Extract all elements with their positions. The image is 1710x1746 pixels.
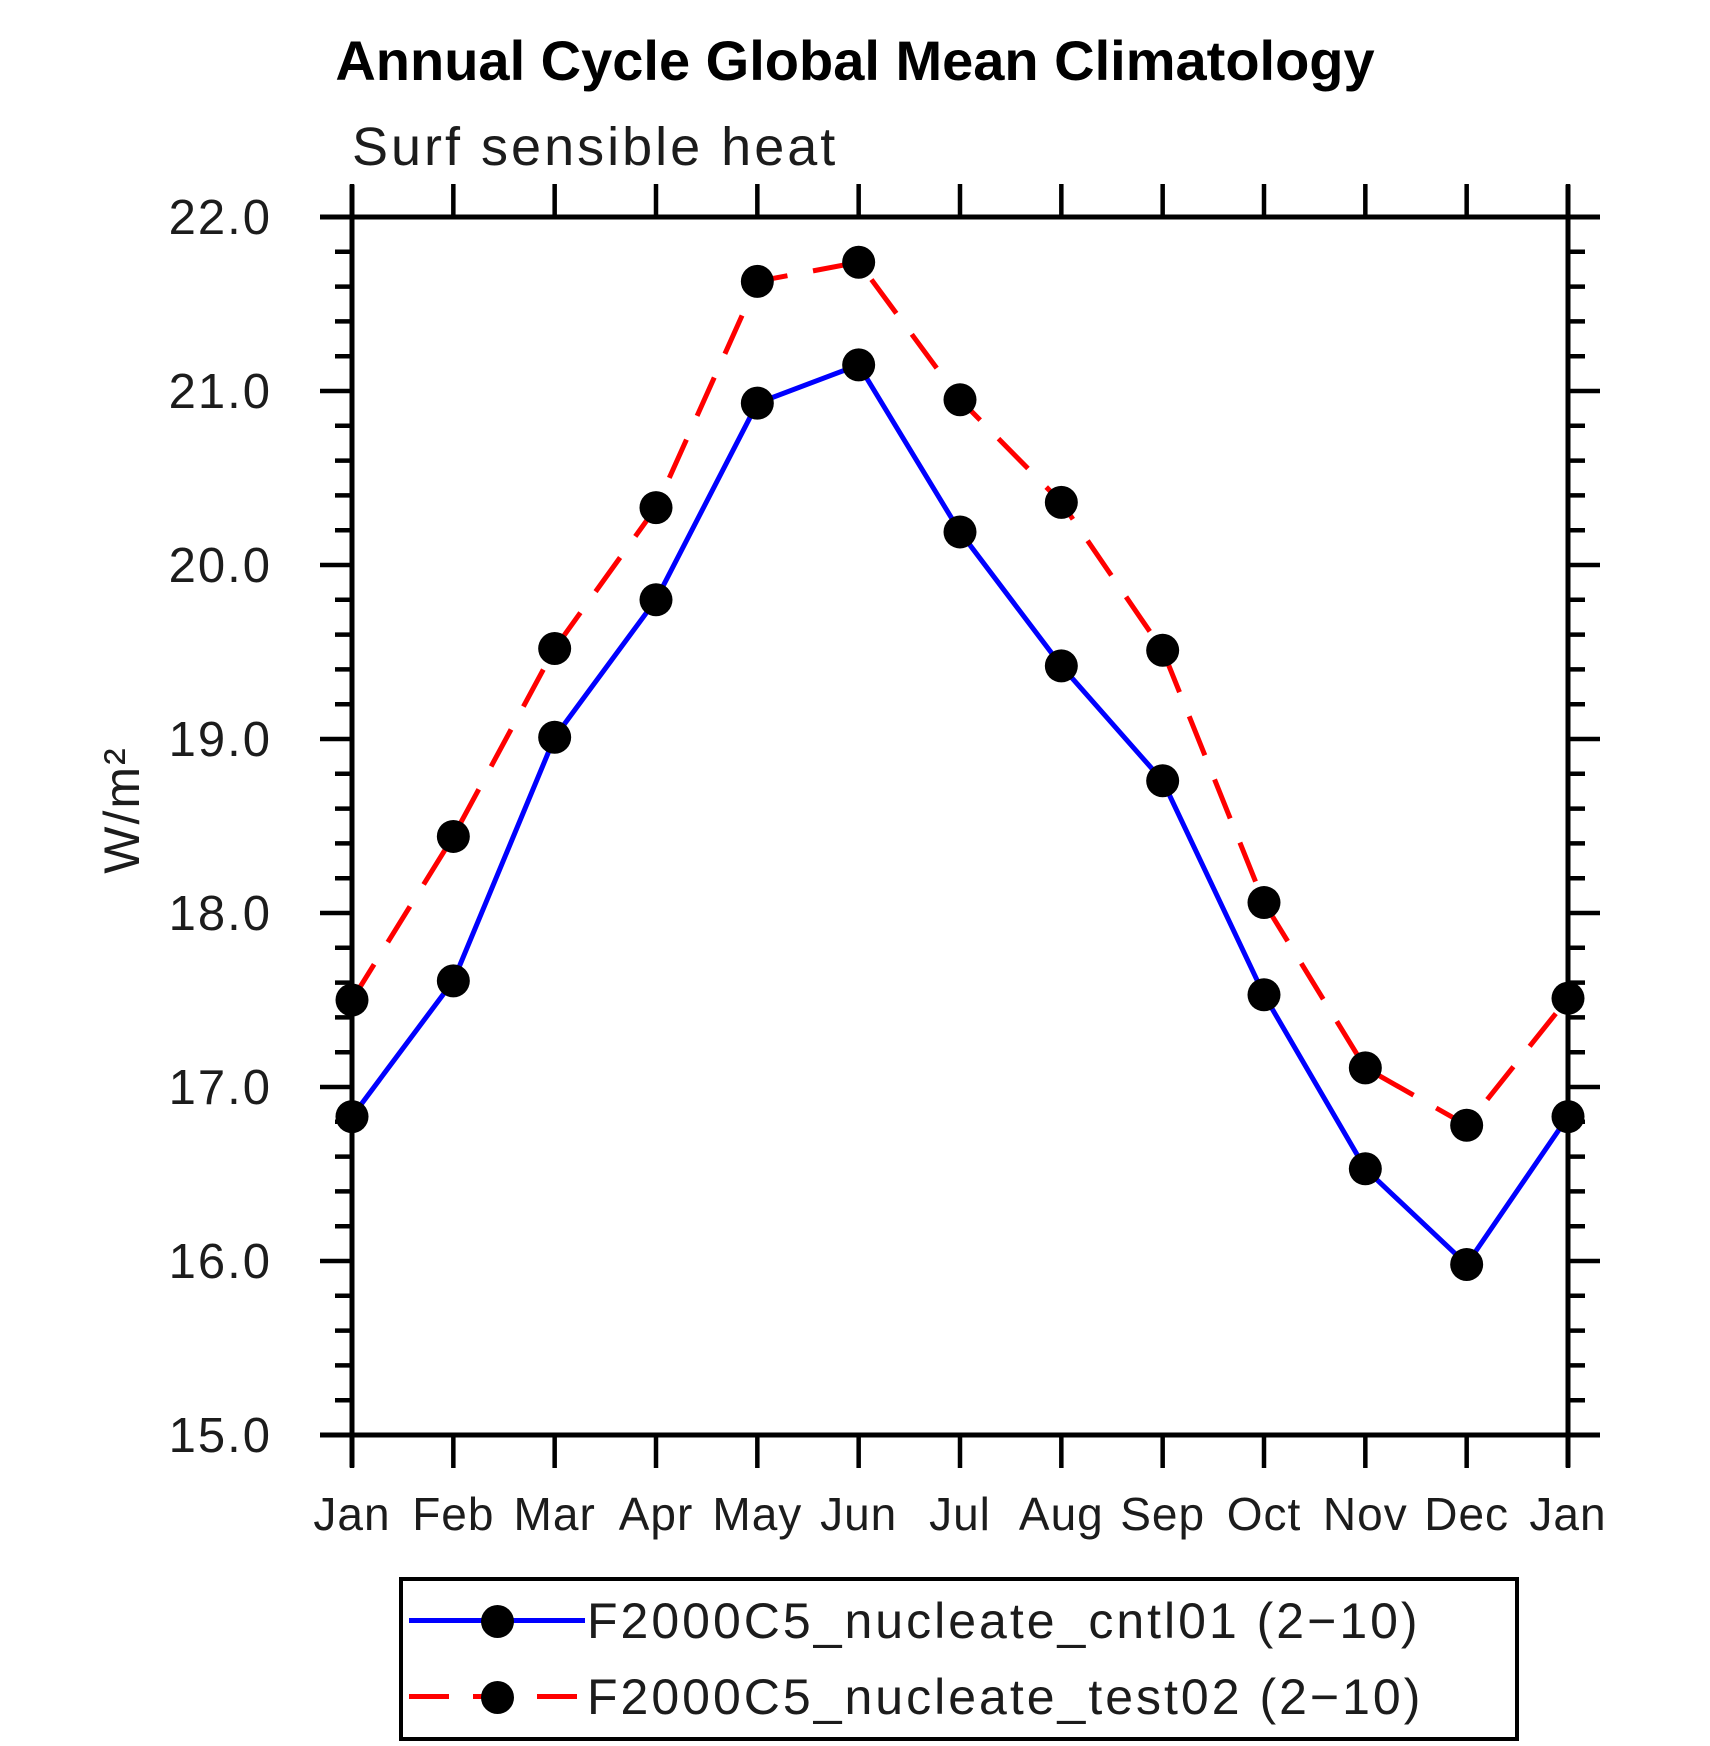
circle-marker-icon: [480, 1680, 514, 1714]
legend-item: F2000C5_nucleate_test02 (2−10): [403, 1661, 1515, 1733]
svg-text:May: May: [712, 1488, 802, 1540]
svg-text:21.0: 21.0: [169, 365, 272, 419]
chart-title: Annual Cycle Global Mean Climatology: [335, 29, 1375, 92]
axis-ticks: [320, 184, 1600, 1468]
svg-text:Dec: Dec: [1424, 1488, 1509, 1540]
svg-text:16.0: 16.0: [169, 1235, 272, 1289]
circle-marker-icon: [480, 1604, 514, 1638]
series-markers-cntl01: [335, 348, 1585, 1281]
y-axis-label: W/m²: [94, 746, 150, 874]
svg-text:20.0: 20.0: [169, 539, 272, 593]
svg-text:Mar: Mar: [514, 1488, 596, 1540]
legend: F2000C5_nucleate_cntl01 (2−10) F2000C5_n…: [399, 1577, 1519, 1741]
series-cntl01: [349, 361, 1571, 1269]
svg-text:Nov: Nov: [1323, 1488, 1408, 1540]
legend-item-label: F2000C5_nucleate_test02 (2−10): [587, 1669, 1424, 1725]
svg-text:15.0: 15.0: [169, 1409, 272, 1463]
svg-text:Oct: Oct: [1227, 1488, 1302, 1540]
svg-text:19.0: 19.0: [169, 713, 272, 767]
axis-frame: [320, 185, 1600, 1467]
svg-text:18.0: 18.0: [169, 887, 272, 941]
svg-text:Sep: Sep: [1120, 1488, 1205, 1540]
legend-line-sample-test02: [409, 1679, 585, 1715]
svg-text:Jan: Jan: [313, 1488, 390, 1540]
legend-line-sample-cntl01: [409, 1603, 585, 1639]
y-tick-labels: 15.0 16.0 17.0 18.0 19.0 20.0 21.0 22.0: [169, 191, 272, 1463]
svg-text:Jan: Jan: [1529, 1488, 1606, 1540]
svg-text:Jul: Jul: [929, 1488, 991, 1540]
svg-text:22.0: 22.0: [169, 191, 272, 245]
svg-text:Apr: Apr: [619, 1488, 694, 1540]
svg-text:Jun: Jun: [820, 1488, 897, 1540]
svg-text:Aug: Aug: [1019, 1488, 1104, 1540]
series-markers-test02: [335, 245, 1585, 1142]
svg-text:17.0: 17.0: [169, 1061, 272, 1115]
legend-item-label: F2000C5_nucleate_cntl01 (2−10): [587, 1593, 1421, 1649]
svg-text:Feb: Feb: [412, 1488, 494, 1540]
x-tick-labels: Jan Feb Mar Apr May Jun Jul Aug Sep Oct Nov Dec Jan: [313, 1488, 1606, 1540]
legend-item: F2000C5_nucleate_cntl01 (2−10): [403, 1585, 1515, 1657]
chart-subtitle: Surf sensible heat: [352, 117, 839, 177]
